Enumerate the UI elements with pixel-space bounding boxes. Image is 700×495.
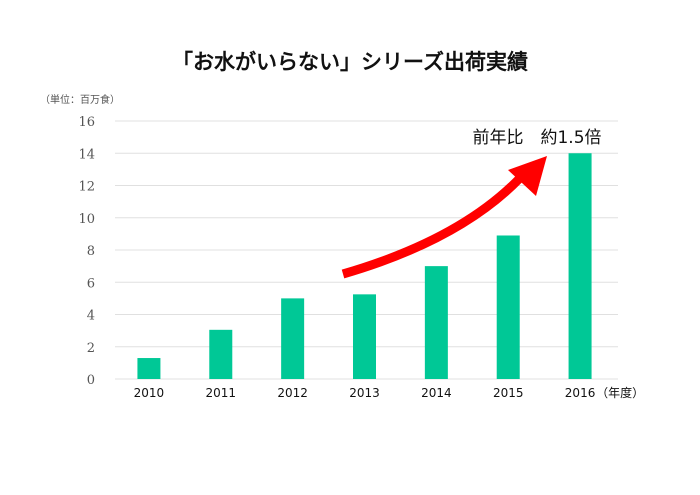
bar-2010 [137,358,161,379]
x-tick-label: 2016 [565,386,596,400]
y-tick-label: 8 [87,244,95,259]
bar-2012 [281,298,305,379]
x-tick-label: 2013 [349,386,380,400]
bar-2016 [568,153,592,379]
trend-arrow-shaft [341,174,524,279]
y-tick-label: 4 [87,309,95,324]
unit-label: （単位：百万食） [40,93,120,106]
y-tick-label: 14 [78,147,95,162]
bar-2011 [209,329,233,379]
y-tick-label: 12 [78,180,95,195]
growth-annotation: 前年比 約1.5倍 [472,128,601,148]
y-tick-label: 2 [87,341,95,356]
y-tick-label: 16 [78,115,95,130]
x-tick-label: 2010 [134,386,165,400]
x-tick-label: 2015 [493,386,524,400]
x-tick-label: 2014 [421,386,452,400]
y-tick-label: 10 [78,212,95,227]
trend-arrow-head [508,156,547,196]
x-tick-label: 2011 [206,386,237,400]
x-tick-label: 2012 [277,386,308,400]
bar-2015 [496,235,520,379]
x-axis-unit: （年度） [596,385,644,400]
bar-2014 [424,266,448,379]
y-tick-label: 6 [87,276,95,291]
bar-2013 [353,294,376,379]
y-tick-label: 0 [87,373,95,388]
chart-title: 「お水がいらない」シリーズ出荷実績 [172,50,528,74]
